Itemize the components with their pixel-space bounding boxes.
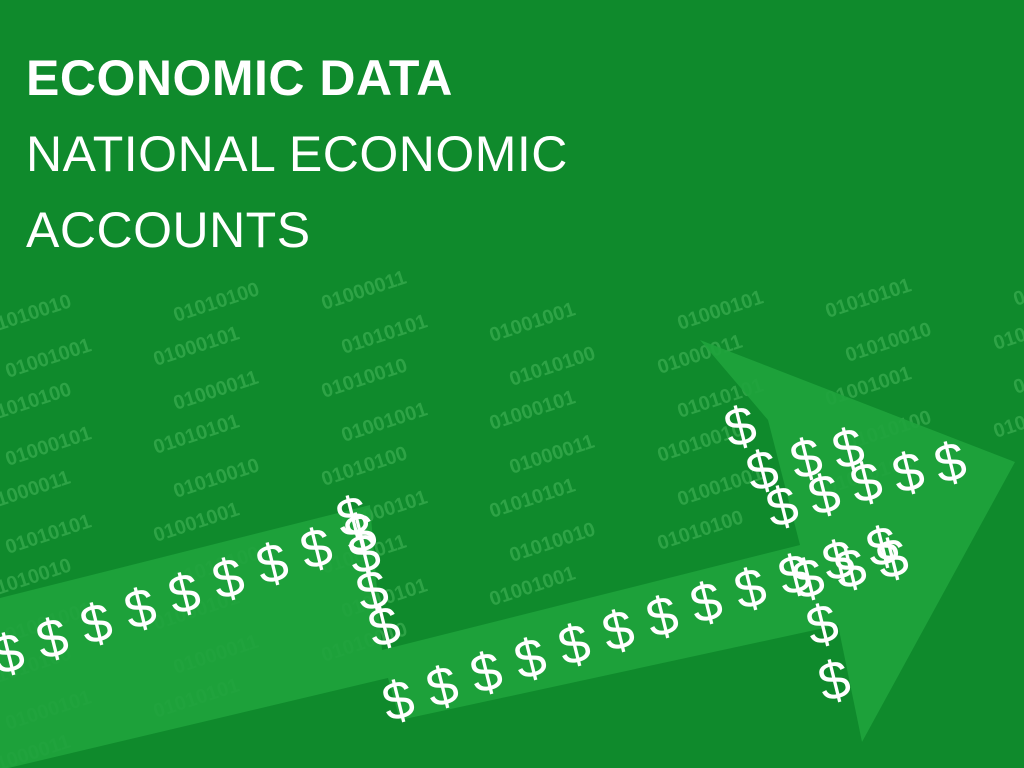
page-title: ECONOMIC DATA	[26, 50, 453, 106]
title-block: ECONOMIC DATA NATIONAL ECONOMIC ACCOUNTS	[26, 40, 568, 268]
page-subtitle-line-2: ACCOUNTS	[26, 202, 311, 258]
rising-arrow-shape	[0, 340, 1015, 768]
page-subtitle-line-1: NATIONAL ECONOMIC	[26, 126, 568, 182]
